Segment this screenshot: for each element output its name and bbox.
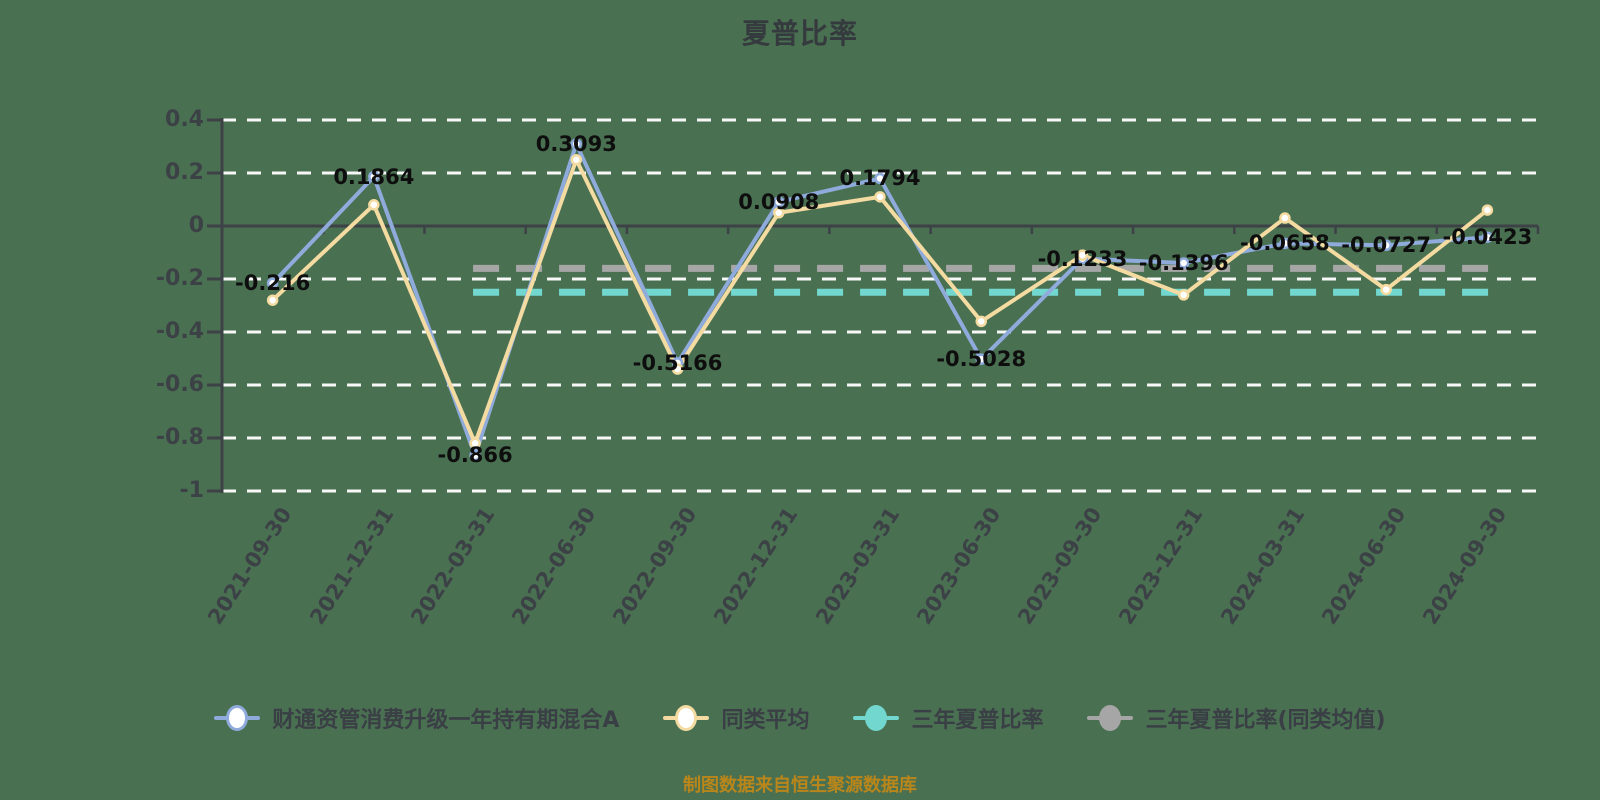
data-point-peer-average[interactable] <box>874 191 886 203</box>
3y-sharpe-legend-line-icon <box>853 705 900 731</box>
legend-item-peer-average[interactable]: 同类平均 <box>663 702 809 734</box>
data-point-fund[interactable] <box>773 196 785 208</box>
data-point-fund[interactable] <box>469 449 481 462</box>
data-point-fund[interactable] <box>1380 239 1392 252</box>
legend-item-3y-sharpe-peer-avg[interactable]: 三年夏普比率(同类均值) <box>1087 702 1386 734</box>
3y-sharpe-avg-legend-dot-icon <box>1099 705 1122 731</box>
data-point-peer-average[interactable] <box>1076 249 1089 261</box>
3y-sharpe-avg-legend-line-icon <box>1087 705 1134 731</box>
data-point-peer-average[interactable] <box>1481 204 1494 216</box>
legend-item-fund[interactable]: 财通资管消费升级一年持有期混合A <box>214 702 619 734</box>
data-point-fund[interactable] <box>368 170 380 183</box>
data-point-peer-average[interactable] <box>1177 289 1190 301</box>
data-point-peer-average[interactable] <box>671 363 684 375</box>
data-point-peer-average[interactable] <box>368 199 380 211</box>
3y-sharpe-legend-dot-icon <box>865 705 888 731</box>
chart-title: 夏普比率 <box>741 17 858 50</box>
peer-legend-line-icon <box>663 705 710 731</box>
data-point-peer-average[interactable] <box>1279 212 1291 224</box>
peer-legend-dot-icon <box>675 705 698 731</box>
data-point-fund[interactable] <box>1177 257 1190 269</box>
data-point-peer-average[interactable] <box>570 154 583 166</box>
fund-legend-dot-icon <box>226 705 249 731</box>
legend-label-peer-average: 同类平均 <box>721 708 810 733</box>
legend-label-3y-sharpe: 三年夏普比率 <box>911 708 1044 733</box>
data-point-fund[interactable] <box>975 353 987 365</box>
data-point-peer-average[interactable] <box>773 207 785 219</box>
data-point-fund[interactable] <box>266 277 279 289</box>
series-line-fund <box>270 142 1490 458</box>
fund-legend-line-icon <box>214 705 261 731</box>
legend-item-3y-sharpe[interactable]: 三年夏普比率 <box>853 702 1043 734</box>
legend-label-3y-sharpe-peer-avg: 三年夏普比率(同类均值) <box>1145 708 1386 733</box>
data-point-fund[interactable] <box>874 172 886 185</box>
data-point-peer-average[interactable] <box>1380 283 1392 296</box>
data-point-fund[interactable] <box>1481 231 1494 243</box>
data-point-peer-average[interactable] <box>975 315 987 328</box>
legend-label-fund: 财通资管消费升级一年持有期混合A <box>272 708 620 733</box>
data-source-caption: 制图数据来自恒生聚源数据库 <box>683 775 917 796</box>
data-point-fund[interactable] <box>1279 237 1291 250</box>
data-point-peer-average[interactable] <box>266 294 279 306</box>
data-point-peer-average[interactable] <box>469 437 481 450</box>
legend: 财通资管消费升级一年持有期混合A 同类平均 三年夏普比率 三年夏普比率(同类均值… <box>0 702 1600 734</box>
data-point-fund[interactable] <box>570 138 583 150</box>
